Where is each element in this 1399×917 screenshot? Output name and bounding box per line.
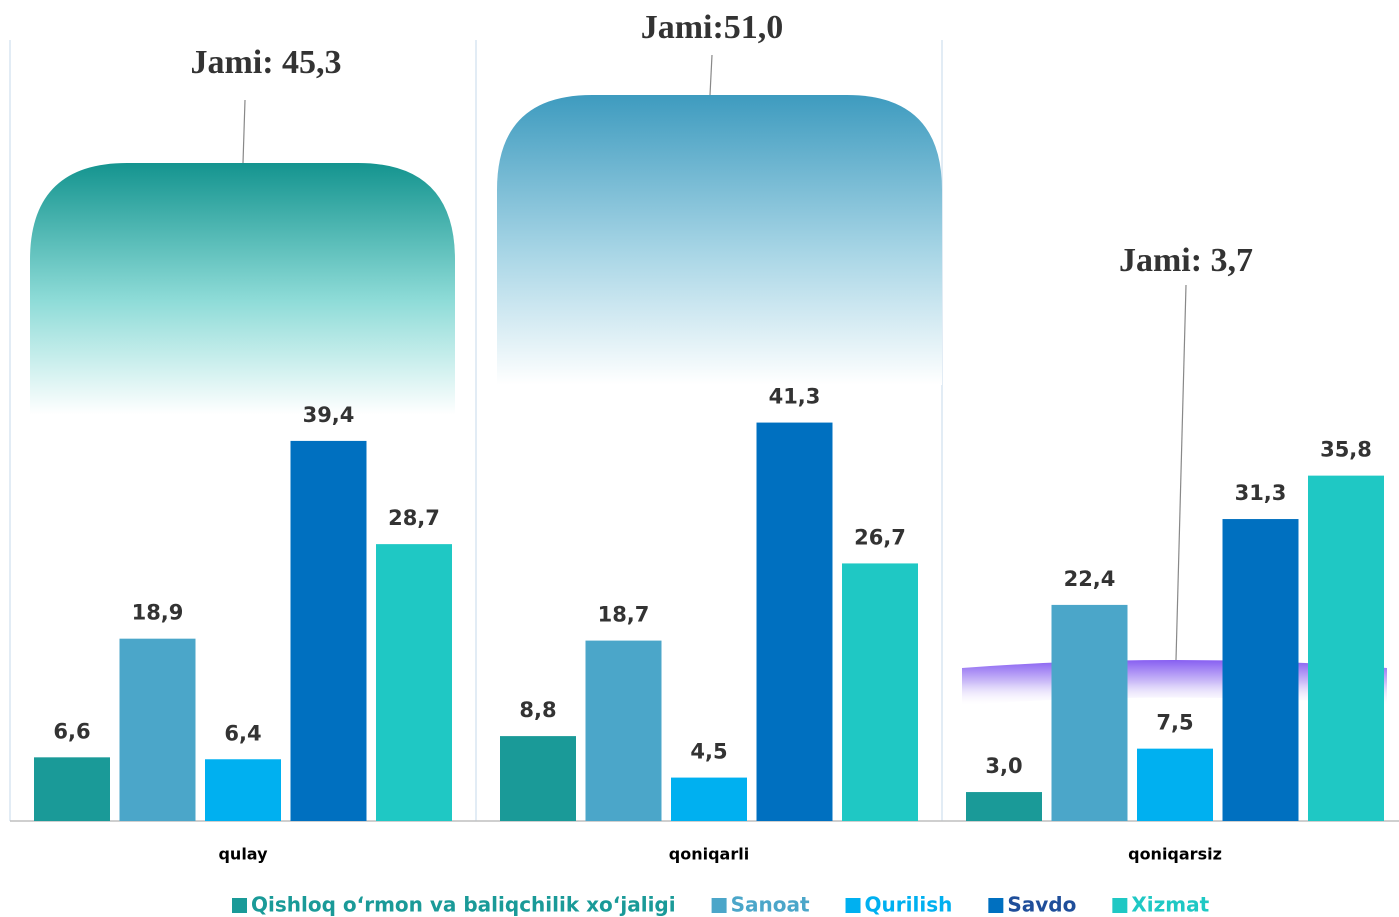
value-label: 28,7 — [388, 506, 440, 530]
bar — [842, 563, 918, 821]
value-label: 35,8 — [1320, 438, 1372, 462]
bar — [1051, 604, 1128, 821]
value-label: 6,4 — [224, 721, 261, 745]
bar — [205, 759, 281, 821]
legend-label: Sanoat — [731, 893, 810, 917]
bar — [500, 736, 576, 821]
value-label: 18,9 — [132, 601, 184, 625]
bar — [119, 638, 196, 821]
value-label: 18,7 — [598, 603, 650, 627]
bar — [1308, 475, 1384, 821]
x-tick-label: qoniqarli — [669, 845, 749, 864]
value-label: 3,0 — [985, 754, 1022, 778]
value-label: 6,6 — [53, 719, 90, 743]
value-label: 8,8 — [519, 698, 556, 722]
bar — [756, 422, 833, 821]
legend-label: Qurilish — [865, 893, 953, 917]
value-label: 7,5 — [1156, 711, 1193, 735]
annotation: Jami: 3,7 — [1119, 242, 1253, 279]
bar — [966, 792, 1042, 821]
value-label: 26,7 — [854, 525, 906, 549]
x-tick-label: qoniqarsiz — [1128, 845, 1222, 864]
legend-swatch — [711, 898, 727, 913]
bar — [1137, 748, 1213, 821]
legend-swatch — [232, 898, 247, 913]
bar — [671, 777, 747, 821]
bar — [376, 544, 452, 821]
value-label: 39,4 — [303, 403, 355, 427]
value-label: 41,3 — [769, 385, 821, 409]
annotation: Jami: 45,3 — [190, 44, 341, 81]
legend-label: Savdo — [1007, 893, 1076, 917]
legend-swatch — [988, 898, 1004, 913]
value-label: 4,5 — [690, 740, 727, 764]
legend-label: Qishloq o‘rmon va baliqchilik xo‘jaligi — [251, 893, 676, 917]
legend-swatch — [845, 898, 861, 913]
x-tick-label: qulay — [218, 845, 268, 864]
bar — [34, 757, 110, 821]
bar — [585, 640, 662, 821]
annotation: Jami:51,0 — [641, 9, 784, 46]
bar — [290, 440, 367, 821]
value-label: 22,4 — [1064, 567, 1116, 591]
legend-swatch — [1112, 898, 1128, 913]
bar — [1222, 519, 1299, 821]
decor — [9, 40, 1399, 822]
legend-label: Xizmat — [1131, 893, 1209, 917]
value-label: 31,3 — [1235, 481, 1287, 505]
